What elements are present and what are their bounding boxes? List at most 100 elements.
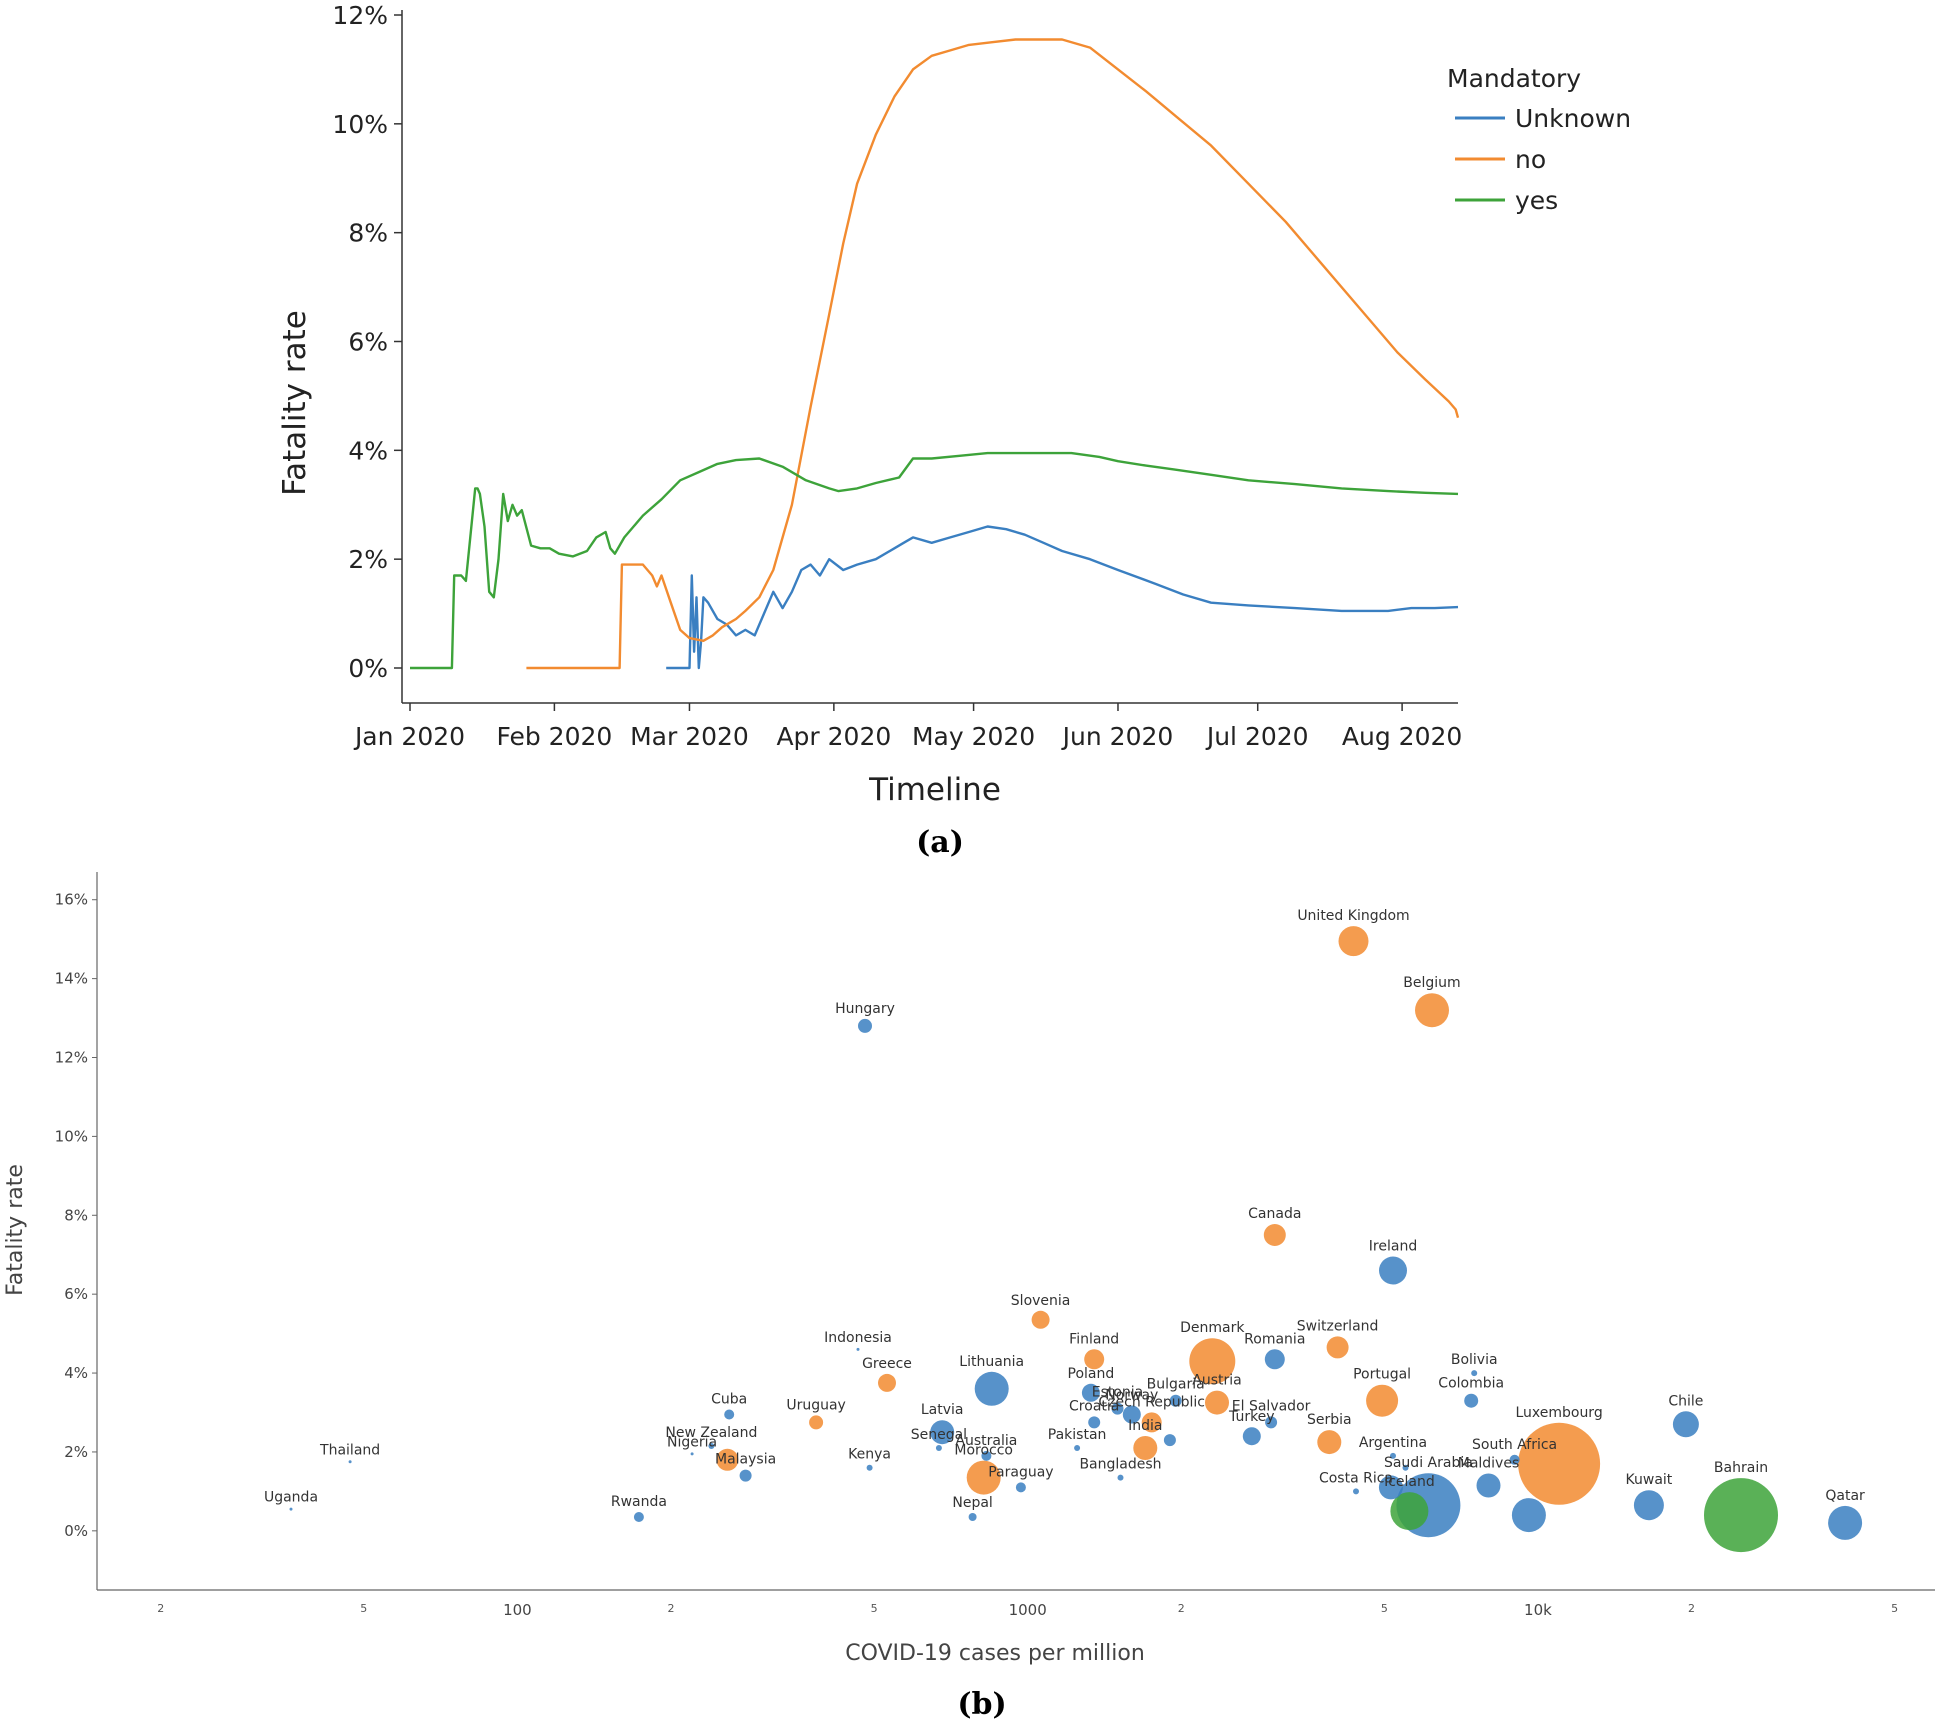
chart-a-y-tick-label: 4% [348,436,388,465]
point-lithuania [974,1371,1009,1406]
chart-b-x-minor-tick-label: 5 [1891,1602,1898,1615]
series-line-unknown [666,525,1459,670]
chart-b-x-minor-tick-label: 5 [360,1602,367,1615]
point-estonia [1111,1402,1124,1415]
chart-b-y-tick-label: 6% [64,1285,88,1303]
chart-b-ylabel: Fatality rate [3,1164,28,1296]
chart-b-x-minor-tick-label: 2 [157,1602,164,1615]
point-label: Switzerland [1297,1318,1379,1334]
point-uganda [289,1507,293,1511]
chart-b-x-minor-tick-label: 5 [1381,1602,1388,1615]
point-poland [1081,1383,1100,1402]
point-label: Costa Rica [1319,1470,1393,1486]
point-label: Uruguay [786,1397,846,1413]
fatality-timeline-chart: 0% 2% 4% 6% 8% 10% 12% Jan 2020 Feb 2020 Mar 2020… [277,1,1631,808]
chart-a-y-tick-label: 12% [332,1,388,30]
chart-b-x-tick-label: 100 [503,1601,532,1619]
point-paraguay [1015,1482,1026,1493]
point-malaysia-orange [716,1448,739,1471]
point-india-blue [1163,1434,1176,1447]
point-label: Poland [1068,1366,1115,1382]
fatality-vs-cases-scatter: 0% 2% 4% 6% 8% 10% 12% 14% 16% 100 1000 10k 2 5 2 5 2 5 2 5… [3,872,1935,1666]
point-label: Thailand [319,1442,380,1458]
point-denmark [1189,1338,1236,1385]
point-label: Estonia [1092,1385,1144,1401]
chart-b-y-tick-label: 8% [64,1206,88,1224]
point-canada [1263,1224,1286,1246]
chart-a-x-tick-label: Jun 2020 [1061,722,1174,751]
point-new-zealand [708,1443,715,1449]
panel-label-a: (a) [916,825,964,860]
chart-a-legend: Mandatory Unknown no yes [1447,64,1631,215]
legend-entry-no: no [1515,145,1546,174]
point-iceland [1390,1492,1429,1531]
chart-a-x-tick-label: Mar 2020 [630,722,749,751]
point-label: Denmark [1180,1320,1245,1336]
chart-a-x-tick-label: May 2020 [912,722,1035,751]
point-malaysia [739,1469,752,1482]
point-indonesia [856,1347,860,1351]
point-finland [1084,1349,1105,1370]
point-label: Chile [1668,1393,1703,1409]
chart-a-y-tick-label: 2% [348,545,388,574]
point-serbia [1317,1430,1342,1455]
point-label: Saudi Arabia [1384,1455,1473,1471]
point-label: Turkey [1228,1409,1275,1425]
point-label: Colombia [1438,1376,1504,1392]
point-bulgaria [1169,1394,1182,1407]
panel-label-b: (b) [957,1687,1006,1722]
point-kuwait [1633,1490,1664,1521]
point-senegal [935,1445,942,1451]
chart-b-points: Uganda Thailand Rwanda Cuba New ZealandNiger… [264,908,1865,1553]
chart-a-x-tick-label: Apr 2020 [776,722,891,751]
point-belgium [1415,993,1449,1028]
chart-b-axes: 0% 2% 4% 6% 8% 10% 12% 14% 16% 100 1000 10k 2 5 2 5 2 5 2 5 [55,872,1935,1619]
point-switzerland [1326,1336,1349,1359]
point-nepal [968,1513,977,1521]
chart-a-y-tick-label: 10% [332,110,388,139]
point-label: Indonesia [824,1330,892,1346]
point-costa-rica [1353,1488,1359,1495]
point-label: Serbia [1307,1412,1352,1428]
point-label: Kenya [848,1447,891,1463]
point-rwanda [633,1512,644,1522]
chart-b-y-tick-label: 10% [55,1127,88,1145]
point-qatar [1828,1505,1863,1540]
point-label: Romania [1244,1331,1305,1347]
point-label: India [1128,1418,1162,1434]
point-bangladesh [1117,1474,1124,1481]
point-argentina [1390,1452,1396,1459]
chart-b-x-minor-tick-label: 2 [1178,1602,1185,1615]
chart-b-y-tick-label: 16% [55,891,88,909]
point-kazakhstan [1378,1475,1403,1500]
point-slovenia [1031,1310,1050,1329]
chart-b-y-tick-label: 14% [55,970,88,988]
point-bolivia [1471,1370,1478,1377]
point-label: United Kingdom [1297,908,1409,924]
point-south-africa [1509,1454,1520,1465]
point-label: Czech Republic [1098,1394,1205,1410]
legend-entry-unknown: Unknown [1515,104,1631,133]
point-australia [981,1450,992,1461]
point-kenya [866,1464,873,1471]
point-label: Nigeria [667,1434,717,1450]
point-maldives-big [1511,1498,1546,1533]
chart-a-x-tick-label: Jul 2020 [1205,722,1309,751]
point-label: Pakistan [1048,1427,1107,1443]
chart-b-x-minor-tick-label: 2 [1688,1602,1695,1615]
series-line-yes [410,451,1459,670]
point-nigeria [690,1452,694,1456]
point-croatia [1088,1416,1101,1429]
chart-b-xlabel: COVID-19 cases per million [845,1641,1145,1666]
chart-a-y-tick-label: 6% [348,328,388,357]
point-turkey [1242,1427,1261,1446]
legend-title: Mandatory [1447,64,1581,93]
chart-b-x-minor-tick-label: 5 [871,1602,878,1615]
point-thailand [348,1460,352,1464]
point-label: Latvia [921,1402,964,1418]
point-hungary [858,1018,872,1033]
point-label: Finland [1069,1331,1119,1347]
point-label: Australia [955,1433,1017,1449]
point-colombia [1464,1393,1479,1408]
